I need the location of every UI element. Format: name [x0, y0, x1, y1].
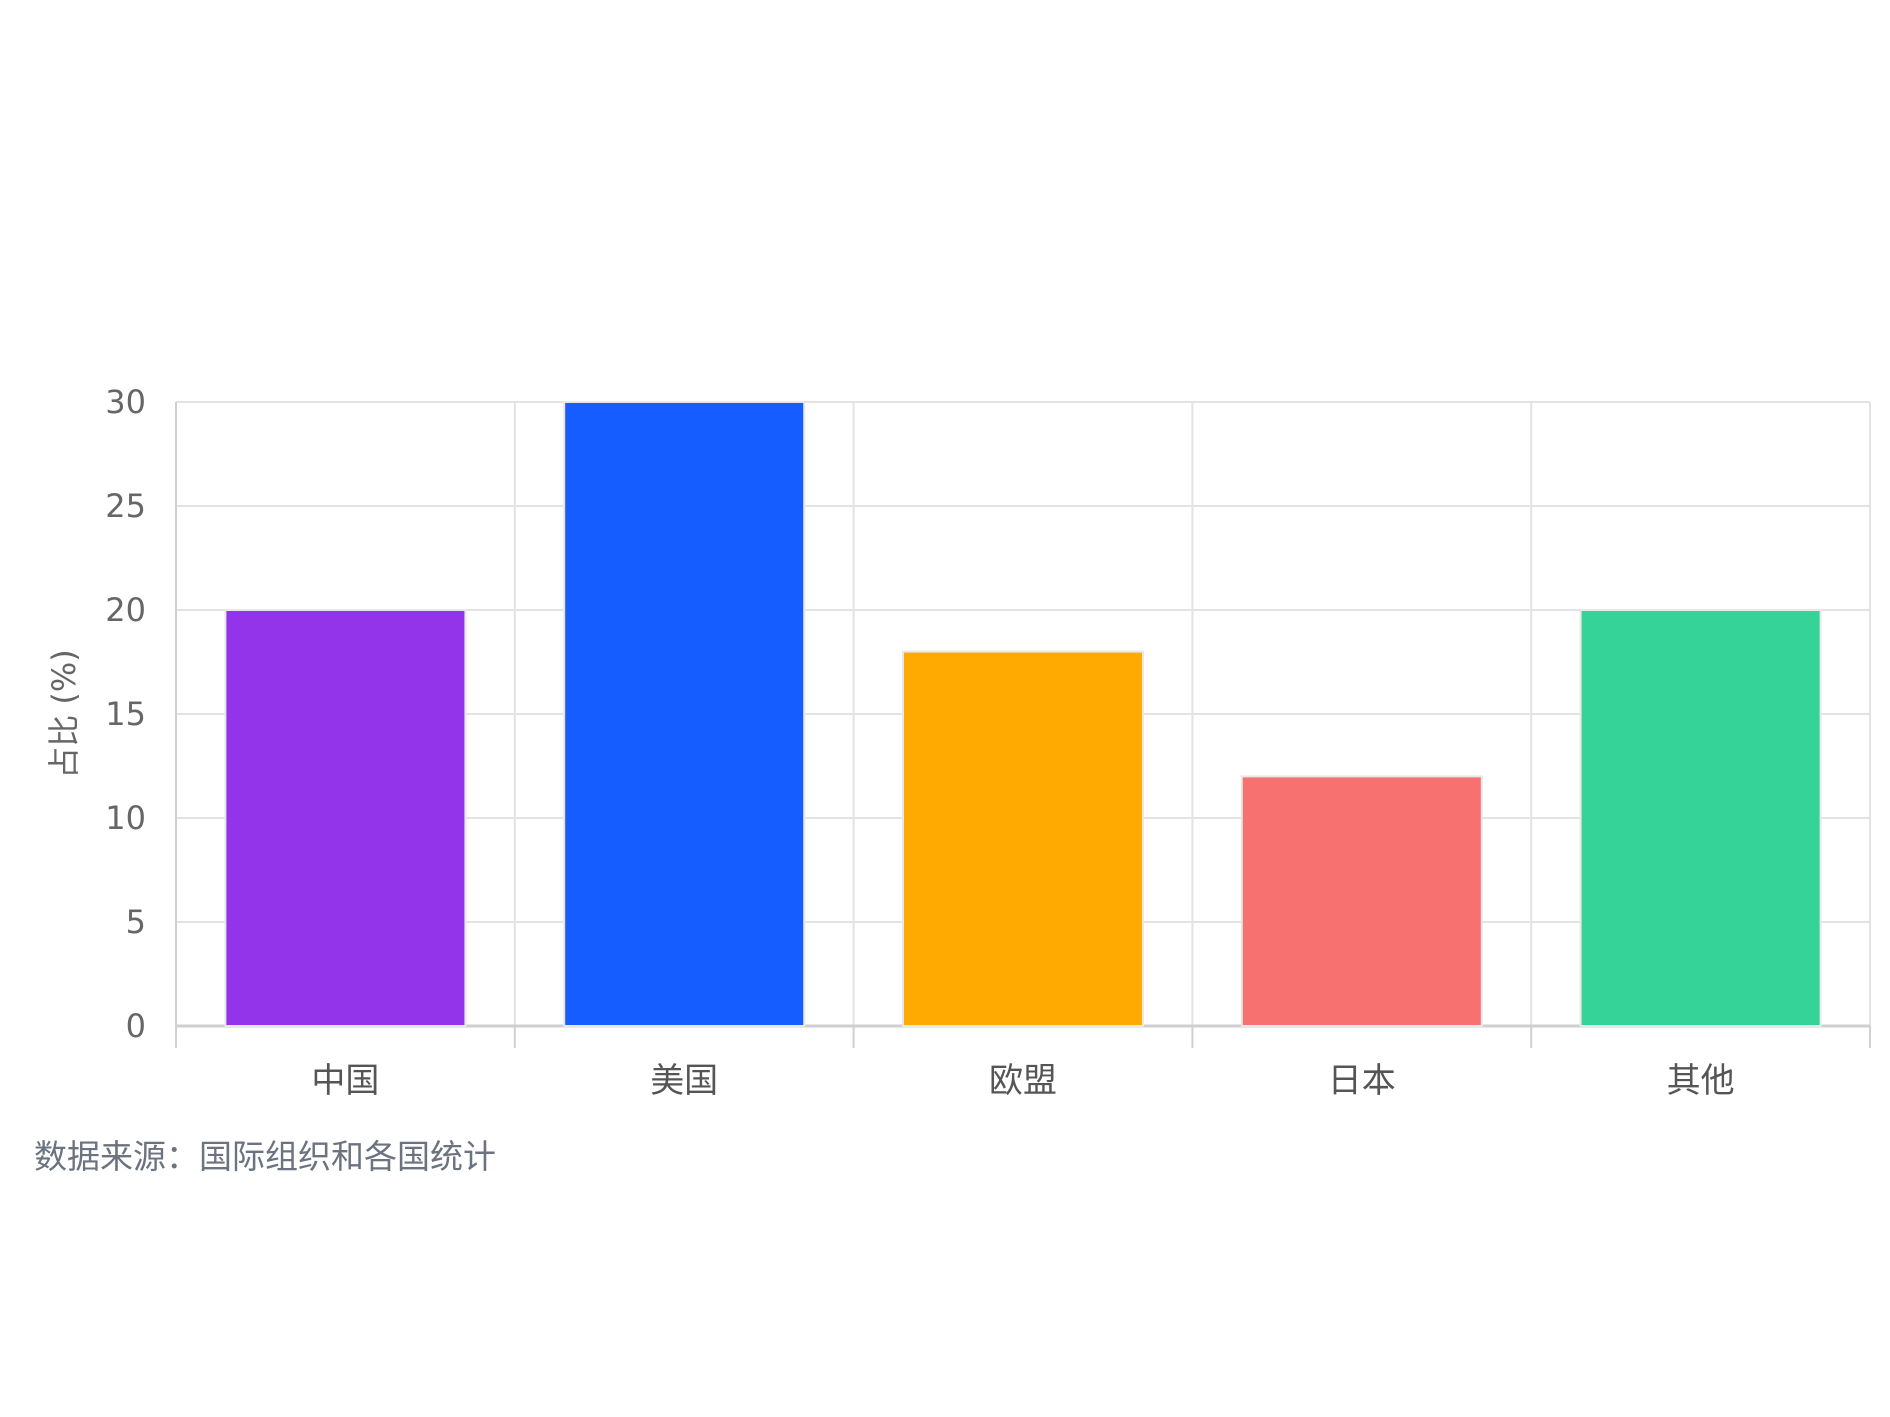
x-tick-label: 欧盟: [989, 1061, 1057, 1101]
x-tick-label: 美国: [650, 1061, 718, 1101]
y-tick-label: 10: [105, 799, 146, 837]
y-tick-label: 0: [126, 1007, 146, 1045]
y-tick-label: 30: [105, 383, 146, 421]
y-tick-label: 15: [105, 695, 146, 733]
bar-0: [224, 609, 467, 1027]
source-note: 数据来源：国际组织和各国统计: [34, 1137, 496, 1176]
bar-3: [1240, 775, 1483, 1028]
x-tick-label: 日本: [1328, 1061, 1396, 1101]
y-tick-label: 25: [105, 487, 146, 525]
y-tick-label: 5: [126, 903, 146, 941]
bar-4: [1579, 609, 1822, 1027]
y-axis-label: 占比 (%): [45, 649, 83, 779]
bar-1: [563, 401, 806, 1027]
y-tick-label: 20: [105, 591, 146, 629]
bar-2: [902, 650, 1144, 1027]
x-tick-label: 中国: [311, 1061, 379, 1101]
x-tick-label: 其他: [1667, 1061, 1735, 1101]
